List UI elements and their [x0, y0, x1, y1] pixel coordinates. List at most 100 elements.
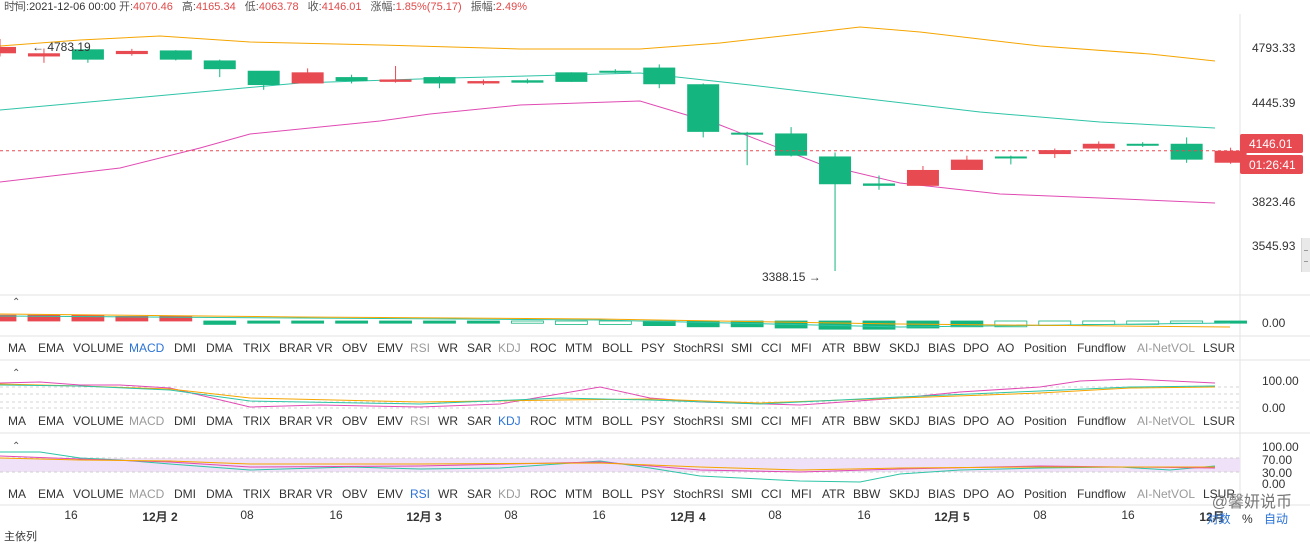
indicator-tab-dma[interactable]: DMA — [206, 414, 233, 428]
indicator-tab-bias[interactable]: BIAS — [928, 487, 956, 501]
indicator-tab-vr[interactable]: VR — [316, 414, 333, 428]
indicator-tab-brar[interactable]: BRAR — [279, 487, 313, 501]
indicator-tab-ema[interactable]: EMA — [38, 487, 65, 501]
indicator-tab-psy[interactable]: PSY — [641, 487, 666, 501]
indicator-tab-roc[interactable]: ROC — [530, 341, 557, 355]
indicator-tab-obv[interactable]: OBV — [342, 487, 368, 501]
indicator-tab-emv[interactable]: EMV — [377, 341, 404, 355]
indicator-tab-ema[interactable]: EMA — [38, 341, 65, 355]
indicator-tab-skdj[interactable]: SKDJ — [889, 341, 920, 355]
indicator-tab-sar[interactable]: SAR — [467, 341, 492, 355]
price-scale-drag-handle[interactable] — [1301, 238, 1310, 272]
indicator-tab-lsur[interactable]: LSUR — [1203, 414, 1236, 428]
indicator-tab-rsi[interactable]: RSI — [410, 487, 431, 501]
indicator-tab-emv[interactable]: EMV — [377, 414, 404, 428]
indicator-tab-cci[interactable]: CCI — [761, 487, 782, 501]
indicator-tab-volume[interactable]: VOLUME — [73, 414, 124, 428]
indicator-tab-stochrsi[interactable]: StochRSI — [673, 341, 724, 355]
indicator-tab-ema[interactable]: EMA — [38, 414, 65, 428]
indicator-tab-boll[interactable]: BOLL — [602, 341, 633, 355]
indicator-tab-lsur[interactable]: LSUR — [1203, 341, 1236, 355]
indicator-tab-cci[interactable]: CCI — [761, 341, 782, 355]
auto-scale-button[interactable]: 自动 — [1263, 512, 1288, 526]
indicator-tab-emv[interactable]: EMV — [377, 487, 404, 501]
indicator-tab-sar[interactable]: SAR — [467, 414, 492, 428]
indicator-tab-ai-netvol[interactable]: AI-NetVOL — [1137, 414, 1196, 428]
indicator-tab-ai-netvol[interactable]: AI-NetVOL — [1137, 487, 1196, 501]
indicator-tab-vr[interactable]: VR — [316, 341, 333, 355]
indicator-tab-sar[interactable]: SAR — [467, 487, 492, 501]
indicator-tab-boll[interactable]: BOLL — [602, 487, 633, 501]
indicator-tab-mfi[interactable]: MFI — [791, 341, 812, 355]
indicator-tab-wr[interactable]: WR — [438, 341, 458, 355]
indicator-tab-kdj[interactable]: KDJ — [498, 487, 521, 501]
indicator-tab-skdj[interactable]: SKDJ — [889, 414, 920, 428]
indicator-tab-trix[interactable]: TRIX — [243, 487, 271, 501]
indicator-tab-cci[interactable]: CCI — [761, 414, 782, 428]
indicator-tab-fundflow[interactable]: Fundflow — [1077, 341, 1126, 355]
indicator-tab-mtm[interactable]: MTM — [565, 341, 593, 355]
indicator-tab-brar[interactable]: BRAR — [279, 341, 313, 355]
indicator-tab-dpo[interactable]: DPO — [963, 414, 990, 428]
indicator-tab-bias[interactable]: BIAS — [928, 341, 956, 355]
indicator-tab-dmi[interactable]: DMI — [174, 487, 196, 501]
indicator-tab-obv[interactable]: OBV — [342, 414, 368, 428]
indicator-tab-ma[interactable]: MA — [8, 414, 26, 428]
indicator-tab-mtm[interactable]: MTM — [565, 487, 593, 501]
indicator-tab-smi[interactable]: SMI — [731, 487, 753, 501]
indicator-tab-ma[interactable]: MA — [8, 487, 26, 501]
indicator-tab-trix[interactable]: TRIX — [243, 414, 271, 428]
indicator-tab-position[interactable]: Position — [1024, 341, 1067, 355]
indicator-tab-rsi[interactable]: RSI — [410, 341, 431, 355]
indicator-tab-wr[interactable]: WR — [438, 414, 458, 428]
indicator-tab-bbw[interactable]: BBW — [853, 487, 881, 501]
indicator-tab-kdj[interactable]: KDJ — [498, 414, 521, 428]
indicator-tab-wr[interactable]: WR — [438, 487, 458, 501]
indicator-tab-position[interactable]: Position — [1024, 414, 1067, 428]
indicator-tab-fundflow[interactable]: Fundflow — [1077, 414, 1126, 428]
indicator-tab-trix[interactable]: TRIX — [243, 341, 271, 355]
indicator-tab-dpo[interactable]: DPO — [963, 341, 990, 355]
indicator-tab-skdj[interactable]: SKDJ — [889, 487, 920, 501]
indicator-tab-macd[interactable]: MACD — [129, 414, 165, 428]
indicator-tab-smi[interactable]: SMI — [731, 414, 753, 428]
indicator-tab-atr[interactable]: ATR — [822, 487, 846, 501]
log-scale-button[interactable]: 对数 — [1206, 512, 1231, 526]
indicator-tab-bbw[interactable]: BBW — [853, 414, 881, 428]
indicator-tab-fundflow[interactable]: Fundflow — [1077, 487, 1126, 501]
indicator-tab-kdj[interactable]: KDJ — [498, 341, 521, 355]
indicator-tab-stochrsi[interactable]: StochRSI — [673, 487, 724, 501]
indicator-tab-macd[interactable]: MACD — [129, 341, 165, 355]
indicator-tab-smi[interactable]: SMI — [731, 341, 753, 355]
indicator-tab-ao[interactable]: AO — [997, 341, 1015, 355]
indicator-tab-vr[interactable]: VR — [316, 487, 333, 501]
indicator-tab-atr[interactable]: ATR — [822, 341, 846, 355]
indicator-tab-dma[interactable]: DMA — [206, 341, 233, 355]
indicator-tab-stochrsi[interactable]: StochRSI — [673, 414, 724, 428]
indicator-tab-position[interactable]: Position — [1024, 487, 1067, 501]
indicator-tab-bias[interactable]: BIAS — [928, 414, 956, 428]
indicator-tab-volume[interactable]: VOLUME — [73, 487, 124, 501]
indicator-tab-brar[interactable]: BRAR — [279, 414, 313, 428]
indicator-tab-atr[interactable]: ATR — [822, 414, 846, 428]
indicator-tab-mtm[interactable]: MTM — [565, 414, 593, 428]
indicator-tab-bbw[interactable]: BBW — [853, 341, 881, 355]
indicator-tab-ma[interactable]: MA — [8, 341, 26, 355]
indicator-tab-ao[interactable]: AO — [997, 487, 1015, 501]
indicator-tab-dmi[interactable]: DMI — [174, 414, 196, 428]
indicator-tab-obv[interactable]: OBV — [342, 341, 368, 355]
indicator-tab-macd[interactable]: MACD — [129, 487, 165, 501]
indicator-tab-volume[interactable]: VOLUME — [73, 341, 124, 355]
indicator-tab-psy[interactable]: PSY — [641, 341, 666, 355]
indicator-tab-psy[interactable]: PSY — [641, 414, 666, 428]
indicator-tab-dpo[interactable]: DPO — [963, 487, 990, 501]
indicator-tab-rsi[interactable]: RSI — [410, 414, 431, 428]
indicator-tab-roc[interactable]: ROC — [530, 487, 557, 501]
indicator-tab-dmi[interactable]: DMI — [174, 341, 196, 355]
indicator-tab-lsur[interactable]: LSUR — [1203, 487, 1236, 501]
percent-scale-button[interactable]: % — [1241, 512, 1253, 526]
indicator-tab-mfi[interactable]: MFI — [791, 414, 812, 428]
indicator-tab-roc[interactable]: ROC — [530, 414, 557, 428]
indicator-tab-ai-netvol[interactable]: AI-NetVOL — [1137, 341, 1196, 355]
